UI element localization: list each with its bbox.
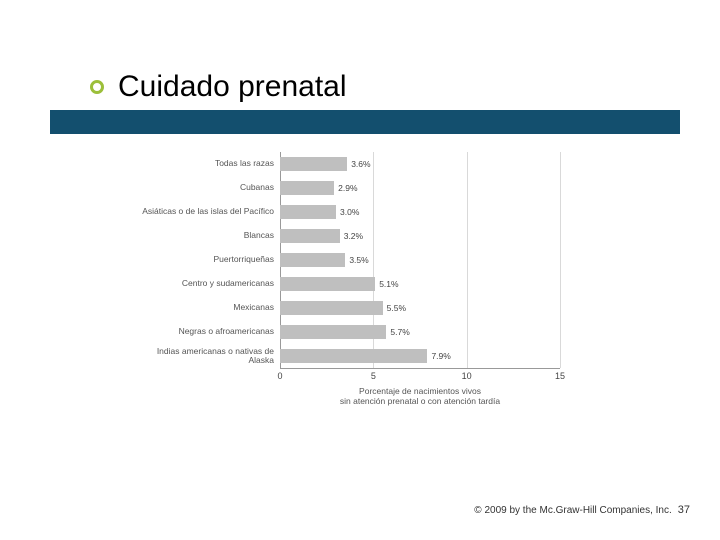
value-label: 5.1%	[375, 277, 398, 291]
plot-area: 3.0%	[280, 200, 560, 224]
page-number: 37	[678, 504, 690, 516]
bar	[280, 181, 334, 195]
bar	[280, 301, 383, 315]
value-label: 5.5%	[383, 301, 406, 315]
value-label: 7.9%	[427, 349, 450, 363]
category-label: Centro y sudamericanas	[130, 279, 280, 288]
category-label: Cubanas	[130, 183, 280, 192]
bar	[280, 229, 340, 243]
category-label: Mexicanas	[130, 303, 280, 312]
chart-row: Cubanas 2.9%	[130, 176, 560, 200]
chart-row: Todas las razas 3.6%	[130, 152, 560, 176]
chart-row: Asiáticas o de las islas del Pacífico 3.…	[130, 200, 560, 224]
chart-row: Mexicanas 5.5%	[130, 296, 560, 320]
value-label: 3.6%	[347, 157, 370, 171]
chart-row: Blancas 3.2%	[130, 224, 560, 248]
category-label: Puertorriqueñas	[130, 255, 280, 264]
plot-area: 3.5%	[280, 248, 560, 272]
bar	[280, 277, 375, 291]
plot-area: 2.9%	[280, 176, 560, 200]
plot-area: 3.6%	[280, 152, 560, 176]
bar	[280, 325, 386, 339]
plot-area: 7.9%	[280, 344, 560, 368]
title-bullet-icon	[90, 80, 104, 94]
plot-area: 5.1%	[280, 272, 560, 296]
axis-tick: 5	[371, 371, 376, 381]
x-axis: 051015	[130, 368, 560, 382]
value-label: 2.9%	[334, 181, 357, 195]
title-row: Cuidado prenatal	[90, 70, 660, 104]
plot-area: 5.5%	[280, 296, 560, 320]
category-label: Asiáticas o de las islas del Pacífico	[130, 207, 280, 216]
plot-area: 5.7%	[280, 320, 560, 344]
value-label: 3.0%	[336, 205, 359, 219]
axis-tick: 0	[277, 371, 282, 381]
x-axis-label: Porcentaje de nacimientos vivos sin aten…	[130, 386, 560, 406]
xlabel-line1: Porcentaje de nacimientos vivos	[280, 386, 560, 396]
xlabel-line2: sin atención prenatal o con atención tar…	[280, 396, 560, 406]
bar	[280, 205, 336, 219]
bar	[280, 349, 427, 363]
copyright-text: © 2009 by the Mc.Graw-Hill Companies, In…	[474, 505, 671, 516]
value-label: 3.5%	[345, 253, 368, 267]
bar	[280, 253, 345, 267]
value-label: 3.2%	[340, 229, 363, 243]
category-label: Negras o afroamericanas	[130, 327, 280, 336]
category-label: Indias americanas o nativas de Alaska	[130, 347, 280, 366]
slide-title: Cuidado prenatal	[118, 70, 347, 104]
axis-tick: 10	[462, 371, 472, 381]
prenatal-care-chart: Todas las razas 3.6% Cubanas 2.9% Asiáti…	[130, 152, 560, 406]
chart-row: Centro y sudamericanas 5.1%	[130, 272, 560, 296]
category-label: Todas las razas	[130, 159, 280, 168]
category-label: Blancas	[130, 231, 280, 240]
value-label: 5.7%	[386, 325, 409, 339]
chart-row: Puertorriqueñas 3.5%	[130, 248, 560, 272]
chart-row: Negras o afroamericanas 5.7%	[130, 320, 560, 344]
axis-tick: 15	[555, 371, 565, 381]
chart-row: Indias americanas o nativas de Alaska 7.…	[130, 344, 560, 368]
footer: © 2009 by the Mc.Graw-Hill Companies, In…	[474, 504, 690, 516]
plot-area: 3.2%	[280, 224, 560, 248]
title-underline	[50, 110, 680, 134]
bar	[280, 157, 347, 171]
